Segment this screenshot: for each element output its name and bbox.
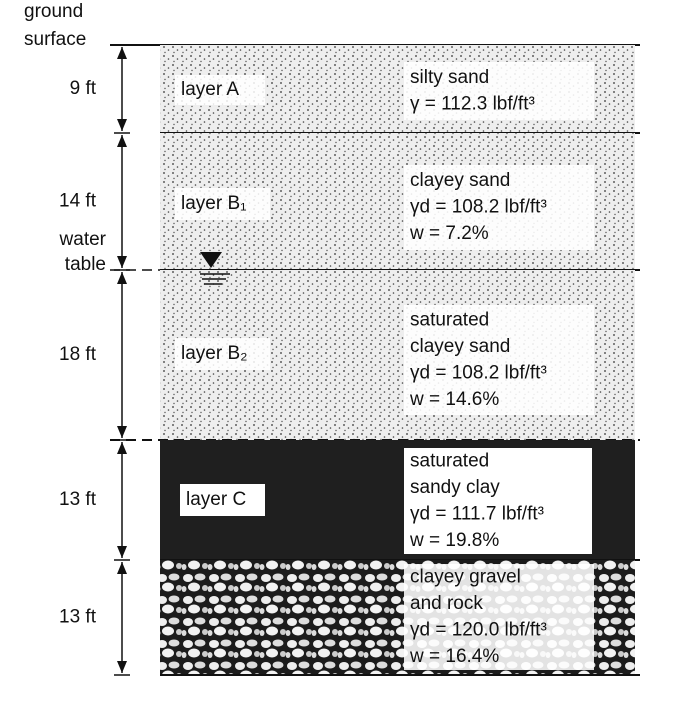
description-box [404,448,592,554]
thickness-label: 13 ft [59,489,97,510]
arrow-head [117,562,127,574]
arrow-head [117,546,127,558]
label-bg [50,76,110,102]
label-bg [50,342,110,368]
arrow-head [117,661,127,673]
arrow-head [117,47,127,59]
arrow-head [117,119,127,131]
name-box [175,338,270,370]
description-line: γd = 108.2 lbf/ft³ [410,362,547,383]
description-line: w = 7.2% [409,223,489,244]
description-line: sandy clay [410,477,500,498]
ground-label: surface [24,29,86,50]
arrow-head [117,256,127,268]
arrow-head [117,426,127,438]
layer-name: layer B₂ [181,343,248,364]
description-line: w = 19.8% [409,530,499,551]
layer-name: layer C [186,489,246,510]
description-line: γ = 112.3 lbf/ft³ [410,93,535,114]
name-box [175,75,265,105]
description-line: γd = 120.0 lbf/ft³ [410,619,547,640]
arrow-head [117,135,127,147]
name-box [175,188,270,220]
description-box [404,305,594,415]
description-line: clayey gravel [410,566,521,587]
water-label: water [59,229,107,250]
description-line: w = 16.4% [409,646,499,667]
description-line: clayey sand [410,170,510,191]
description-line: clayey sand [410,336,510,357]
layer-name: layer B₁ [181,193,247,214]
description-line: silty sand [410,67,489,88]
water-symbol [200,252,222,268]
thickness-label: 18 ft [59,344,97,365]
description-line: saturated [410,450,489,471]
description-box [404,564,594,670]
description-line: γd = 111.7 lbf/ft³ [410,503,544,524]
name-box [180,484,265,516]
description-box [404,165,594,250]
water-label: table [65,254,106,275]
label-bg [50,604,110,631]
arrow-head [117,442,127,454]
description-box [404,62,594,120]
description-line: w = 14.6% [409,389,499,410]
description-line: and rock [410,593,483,614]
label-bg [50,188,110,215]
label-bg [50,487,110,513]
thickness-label: 13 ft [59,607,97,628]
description-line: γd = 108.2 lbf/ft³ [410,197,547,218]
thickness-label: 14 ft [59,191,97,212]
arrow-head [117,272,127,284]
ground-label: ground [24,1,83,22]
layer-name: layer A [181,79,239,100]
description-line: saturated [410,309,489,330]
thickness-label: 9 ft [70,78,97,99]
